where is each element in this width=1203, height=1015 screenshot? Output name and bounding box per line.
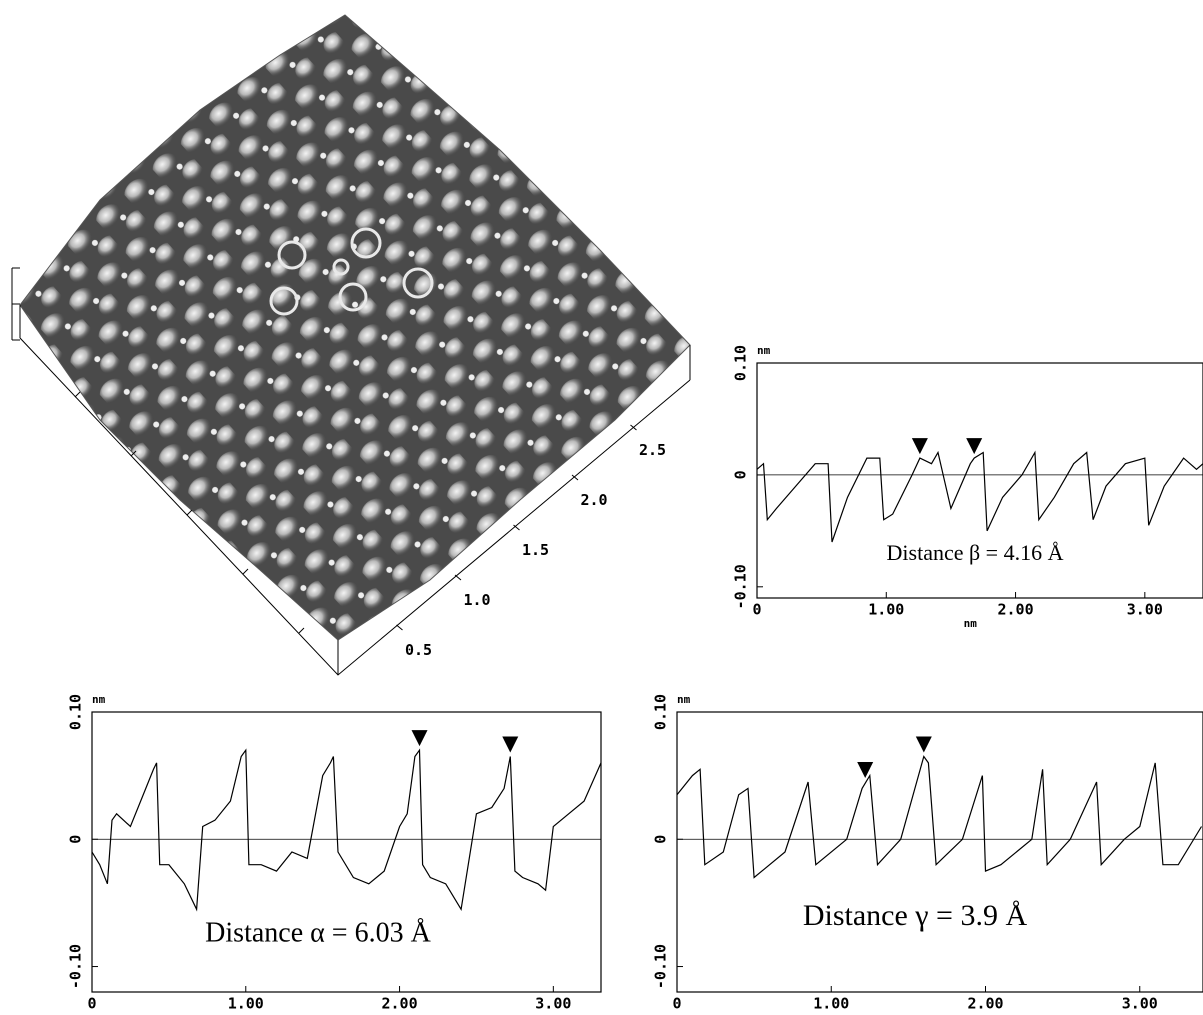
annotation: Distance γ = 3.9 Å [803, 899, 1028, 932]
annotation: Distance β = 4.16 Å [887, 540, 1064, 565]
y-tick-label: 0 [732, 470, 750, 479]
x-tick-label: 2.00 [381, 995, 417, 1013]
tick-mark [630, 424, 637, 431]
marker-triangle [911, 438, 928, 455]
tick-mark [454, 574, 462, 581]
x-tick-label: 2.5 [639, 441, 666, 459]
afm-image [11, 14, 691, 676]
y-tick-label: 0.10 [732, 345, 750, 381]
highlight-circles [269, 227, 434, 316]
marker-triangle [411, 730, 428, 747]
tick-mark [571, 474, 579, 481]
y-tick-label: 0 [67, 835, 85, 844]
y-tick-label: 0 [652, 835, 670, 844]
x-tick-label: 2.0 [580, 491, 607, 509]
y-tick-label: 0.10 [652, 694, 670, 730]
marker-triangle [502, 736, 519, 753]
marker-triangle [857, 762, 874, 778]
x-tick-label: 0 [672, 995, 681, 1013]
x-axis-label: nm [925, 1011, 939, 1015]
y-tick-label: -0.10 [652, 944, 670, 989]
tick-mark [396, 624, 403, 631]
annotation: Distance α = 6.03 Å [205, 917, 431, 948]
x-tick-label: 1.00 [868, 601, 904, 619]
surface [19, 14, 691, 641]
x-tick-label: 3.00 [1122, 995, 1158, 1013]
z-scale [11, 267, 20, 341]
plot-frame [91, 711, 602, 993]
y-axis-label: nm [757, 344, 771, 357]
profile-line [91, 748, 602, 912]
profile-line [676, 755, 1203, 879]
left-axis-ticks [74, 391, 305, 634]
plot-frame [756, 362, 1203, 599]
x-tick-label: 2.00 [997, 601, 1033, 619]
x-tick-label: 1.0 [463, 591, 490, 609]
x-tick-label: 0 [752, 601, 761, 619]
y-axis-label: nm [677, 693, 691, 706]
marker-triangle [966, 438, 983, 455]
y-tick-label: -0.10 [67, 944, 85, 989]
x-tick-label: 1.00 [228, 995, 264, 1013]
x-axis-label: nm [964, 617, 978, 630]
y-tick-label: 0.10 [67, 694, 85, 730]
plot-frame [676, 711, 1203, 993]
y-tick-label: -0.10 [732, 564, 750, 609]
profile-line [756, 450, 1203, 543]
x-tick-label: 1.00 [813, 995, 849, 1013]
x-axis-label: nm [339, 1011, 353, 1015]
x-tick-label: 3.00 [535, 995, 571, 1013]
x-tick-label: 2.00 [967, 995, 1003, 1013]
x-tick-label: 0.5 [405, 641, 432, 659]
x-tick-label: 0 [87, 995, 96, 1013]
marker-triangle [915, 736, 932, 753]
x-tick-label: 3.00 [1127, 601, 1163, 619]
y-axis-label: nm [92, 693, 106, 706]
tick-mark [513, 524, 520, 531]
x-tick-label: 1.5 [522, 541, 549, 559]
